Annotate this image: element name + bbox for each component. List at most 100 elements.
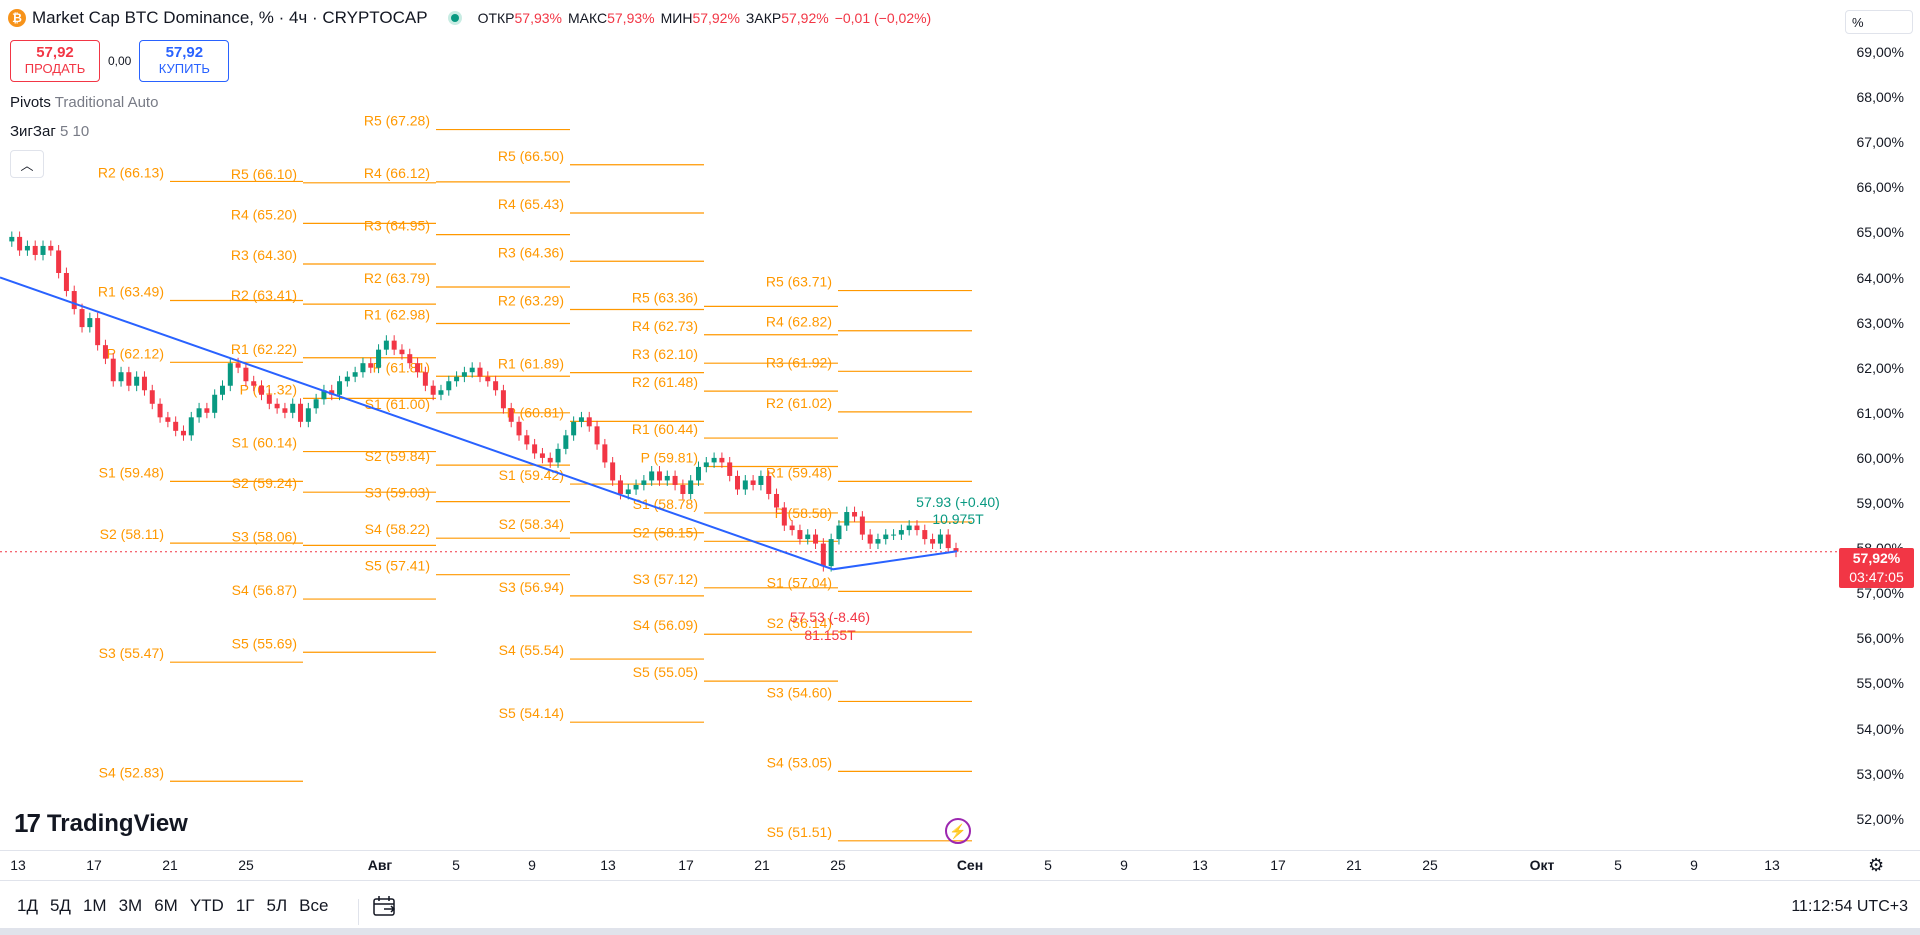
high-value: 57,93%: [607, 10, 655, 26]
sell-button[interactable]: 57,92 ПРОДАТЬ: [10, 40, 100, 82]
pivot-label: R2 (61.02): [766, 395, 832, 411]
pivot-label: S2 (58.11): [100, 526, 164, 542]
lightning-icon[interactable]: ⚡: [945, 818, 971, 844]
buy-price: 57,92: [165, 44, 204, 61]
range-button[interactable]: 1Д: [17, 896, 38, 915]
range-button[interactable]: 3М: [118, 896, 143, 915]
range-button[interactable]: 6М: [154, 896, 178, 915]
candle-body: [196, 408, 202, 418]
candle-body: [48, 245, 54, 251]
ohlc-values: ОТКР57,93% МАКС57,93% МИН57,92% ЗАКР57,9…: [478, 10, 932, 26]
candle-body: [539, 453, 545, 458]
bitcoin-icon: ₿: [8, 9, 26, 27]
unit-selector[interactable]: %: [1845, 10, 1913, 34]
range-button[interactable]: Все: [299, 896, 329, 915]
price-chart[interactable]: R5 (70.25)R2 (66.13)R1 (63.49)P (62.12)S…: [0, 0, 1840, 850]
candle-body: [173, 421, 179, 431]
indicator-pivots[interactable]: Pivots Traditional Auto: [10, 94, 158, 111]
pivot-label: S1 (59.48): [99, 464, 164, 480]
buy-button[interactable]: 57,92 КУПИТЬ: [139, 40, 230, 82]
sell-price: 57,92: [36, 44, 74, 61]
candle-body: [578, 417, 584, 422]
range-button[interactable]: YTD: [189, 896, 224, 915]
candle-body: [914, 525, 920, 531]
candle-body: [469, 367, 475, 373]
chart-area[interactable]: R5 (70.25)R2 (66.13)R1 (63.49)P (62.12)S…: [0, 0, 1840, 850]
price-tick-label: 63,00%: [1856, 314, 1904, 331]
pivot-label: R1 (62.22): [231, 341, 297, 357]
price-tick-label: 62,00%: [1856, 359, 1904, 376]
candle-body: [126, 372, 132, 386]
candle-body: [781, 507, 787, 526]
candle-body: [282, 408, 288, 413]
pivot-label: S4 (56.09): [633, 617, 698, 633]
candle-body: [688, 480, 694, 494]
candle-body: [641, 480, 647, 485]
price-tick-label: 54,00%: [1856, 720, 1904, 737]
candle-body: [695, 466, 701, 481]
pivot-label: S4 (52.83): [99, 764, 164, 780]
pivot-label: R1 (62.98): [364, 307, 430, 323]
range-button[interactable]: 5Д: [49, 896, 71, 915]
pivot-label: S5 (54.14): [499, 705, 564, 721]
candle-body: [56, 250, 62, 273]
candle-body: [774, 493, 780, 508]
candle-body: [243, 367, 249, 382]
pivot-label: S1 (60.14): [232, 435, 297, 451]
time-scale[interactable]: ⚙ 13 17 21 25 Авг 5 9 13 17 21 25 Сен 5 9 13 17 21 25 Окт 5…: [0, 850, 1920, 880]
pivot-label: R2 (61.48): [632, 374, 698, 390]
range-button[interactable]: 5Л: [266, 896, 288, 915]
candle-body: [649, 471, 655, 481]
candle-body: [937, 534, 943, 544]
time-tick-label: 9: [1120, 857, 1128, 873]
pivot-label: S3 (54.60): [767, 684, 832, 700]
candle-body: [9, 236, 15, 242]
price-tick-label: 55,00%: [1856, 675, 1904, 692]
pivot-label: S2 (58.15): [633, 524, 698, 540]
candle-body: [571, 421, 577, 436]
candle-body: [664, 475, 670, 481]
price-tick-label: 59,00%: [1856, 495, 1904, 511]
price-scale[interactable]: 69,00% 68,00% 67,00% 66,00% 65,00% 64,00% 63,0…: [1840, 0, 1920, 850]
zigzag-name: ЗигЗаг: [10, 123, 56, 140]
candle-body: [95, 318, 101, 346]
candle-body: [180, 430, 186, 436]
candle-body: [493, 381, 499, 391]
calendar-goto-icon[interactable]: [372, 895, 398, 917]
pivot-label: R1 (60.44): [632, 421, 698, 437]
pivot-label: R3 (64.95): [364, 218, 430, 234]
candle-body: [305, 408, 311, 422]
candle-body: [313, 399, 319, 409]
market-status-icon[interactable]: [447, 11, 462, 25]
time-tick-label: 9: [528, 857, 536, 873]
range-button[interactable]: 1Г: [235, 896, 255, 915]
tradingview-logo[interactable]: 17 TradingView: [14, 808, 188, 839]
zigzag-high-volume: 10.975T: [932, 511, 984, 527]
time-tick-label: 17: [86, 857, 102, 873]
pivot-label: R4 (62.82): [766, 314, 832, 330]
pivot-label: S3 (57.12): [633, 571, 698, 587]
pivot-label: R3 (64.30): [231, 247, 297, 263]
candle-body: [63, 272, 69, 292]
pivot-label: R1 (61.89): [498, 356, 564, 372]
indicator-zigzag[interactable]: ЗигЗаг 5 10: [10, 123, 90, 140]
settings-icon[interactable]: ⚙: [1868, 855, 1885, 875]
time-tick-label: 25: [830, 857, 846, 873]
clock[interactable]: 11:12:54 UTC+3: [1791, 898, 1908, 915]
collapse-indicators-button[interactable]: ︿: [10, 150, 44, 178]
candle-body: [266, 394, 272, 404]
candle-body: [883, 534, 889, 540]
candle-body: [251, 381, 257, 386]
range-button[interactable]: 1М: [82, 896, 107, 915]
symbol-title[interactable]: Market Cap BTC Dominance, % · 4ч · CRYPT…: [32, 8, 428, 27]
pivot-label: P (61.81): [373, 359, 430, 375]
candle-body: [820, 543, 826, 567]
time-tick-label: 25: [1422, 857, 1438, 873]
chevron-up-icon: ︿: [20, 157, 34, 173]
pivot-label: S1 (61.00): [365, 396, 430, 412]
pivot-label: R1 (59.48): [766, 464, 832, 480]
pivot-label: S5 (55.69): [232, 635, 297, 651]
time-tick-label: 5: [1614, 857, 1622, 873]
pivot-label: S5 (55.05): [633, 664, 698, 680]
candle-body: [953, 548, 959, 552]
